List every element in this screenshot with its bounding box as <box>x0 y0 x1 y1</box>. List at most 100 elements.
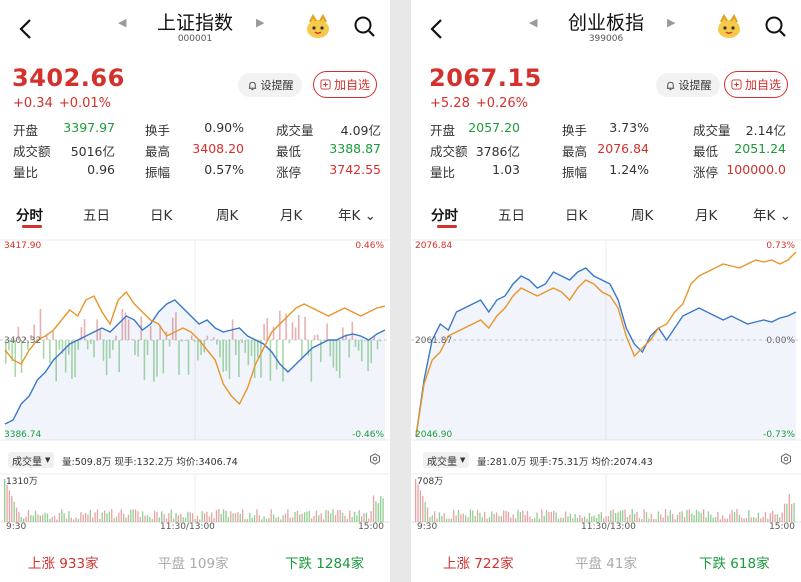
breadth-bar-down <box>354 340 357 347</box>
set-alert-button[interactable]: 设提醒 <box>238 73 302 97</box>
volume-bar <box>44 512 46 522</box>
volume-bar <box>132 509 134 522</box>
stat-value: 0.57% <box>204 162 244 177</box>
volume-bar <box>741 517 743 522</box>
change-percent: +0.01% <box>58 96 112 111</box>
next-index-arrow-icon[interactable]: ▶ <box>667 16 676 29</box>
breadth-bar-down <box>247 340 250 366</box>
breadth-bar-down <box>357 340 360 351</box>
volume-bar <box>265 518 268 522</box>
volume-bar <box>524 514 526 522</box>
volume-bar <box>460 514 462 522</box>
volume-bar <box>707 511 710 522</box>
tab-2[interactable]: 日K <box>565 208 588 224</box>
volume-bar <box>681 511 683 522</box>
stats-row: 开盘 2057.20 换手 3.73% 成交量 2.14亿 <box>430 118 786 139</box>
tab-2[interactable]: 日K <box>150 208 173 224</box>
search-icon[interactable] <box>763 14 789 40</box>
tab-3[interactable]: 周K <box>216 208 239 224</box>
breadth-bar-down <box>27 340 29 350</box>
search-icon[interactable] <box>352 14 378 40</box>
breadth-bar-down <box>301 340 303 359</box>
volume-indicator-select[interactable]: 成交量 ▼ <box>8 452 55 468</box>
stat-label: 成交量 <box>276 123 314 138</box>
volume-bar <box>103 510 106 522</box>
volume-bar <box>638 518 641 522</box>
set-alert-button[interactable]: 设提醒 <box>656 73 720 97</box>
tab-4[interactable]: 月K <box>695 208 718 224</box>
next-index-arrow-icon[interactable]: ▶ <box>256 16 265 29</box>
gear-icon[interactable] <box>780 453 792 465</box>
volume-bar <box>37 514 39 522</box>
volume-bar <box>419 490 422 522</box>
index-code: 000001 <box>177 34 213 44</box>
volume-bar <box>517 509 519 522</box>
volume-bar <box>712 517 714 522</box>
tab-0[interactable]: 分时 <box>16 208 43 224</box>
set-alert-label: 设提醒 <box>678 79 712 92</box>
tab-1[interactable]: 五日 <box>498 208 525 224</box>
axis-low-pct: -0.73% <box>763 430 795 440</box>
time-mid: 11:30/13:00 <box>160 522 215 532</box>
breadth-bar-up <box>326 323 328 340</box>
add-favorite-button[interactable]: 加自选 <box>724 71 788 98</box>
stat-value: 2.14亿 <box>745 123 786 138</box>
back-arrow-icon[interactable] <box>423 14 453 44</box>
chevron-down-icon: ▼ <box>460 456 466 464</box>
breadth-bar-down <box>74 340 76 378</box>
breadth-bar-up <box>99 329 102 340</box>
volume-bar <box>253 515 256 522</box>
breadth-bar-down <box>178 340 180 375</box>
stat-value: 3742.55 <box>329 162 381 177</box>
volume-bar <box>161 511 163 522</box>
add-favorite-button[interactable]: 加自选 <box>313 71 377 98</box>
breadth-bar-up <box>373 336 376 340</box>
tab-4[interactable]: 月K <box>280 208 303 224</box>
volume-bar <box>215 509 218 522</box>
volume-bar <box>507 511 510 522</box>
stat-value: 3.73% <box>609 120 649 135</box>
gear-icon[interactable] <box>369 453 381 465</box>
volume-bar <box>788 493 790 522</box>
back-arrow-icon[interactable] <box>12 14 42 44</box>
volume-indicator-label: 成交量 <box>12 456 42 468</box>
volume-bar <box>536 512 538 522</box>
volume-bar <box>786 503 788 522</box>
tab-3[interactable]: 周K <box>631 208 654 224</box>
volume-bar <box>591 516 593 522</box>
volume-bar <box>555 512 557 522</box>
breadth-bar-down <box>108 340 111 359</box>
volume-bar <box>222 509 225 522</box>
decliners-count: 618家 <box>730 556 770 572</box>
volume-bar <box>51 516 53 522</box>
mascot-icon[interactable] <box>714 12 744 42</box>
mascot-icon[interactable] <box>303 12 333 42</box>
intraday-chart[interactable]: 3417.90 0.46% 3402.32 3386.74 -0.46% <box>0 235 390 445</box>
volume-bar <box>187 511 189 522</box>
volume-chart: 1310万 <box>0 473 390 523</box>
volume-bar <box>106 513 108 522</box>
breadth-bar-down <box>320 340 322 363</box>
breadth-bar-down <box>93 340 95 358</box>
volume-bar <box>683 517 686 522</box>
volume-bar <box>653 519 655 522</box>
volume-bar <box>600 512 602 522</box>
volume-bar <box>583 516 586 522</box>
prev-index-arrow-icon[interactable]: ◀ <box>529 16 538 29</box>
breadth-bar-down <box>118 340 120 373</box>
prev-index-arrow-icon[interactable]: ◀ <box>118 16 127 29</box>
tab-5[interactable]: 年K ⌄ <box>753 208 791 224</box>
stat-label: 换手 <box>145 123 171 138</box>
volume-indicator-select[interactable]: 成交量 ▼ <box>423 452 470 468</box>
volume-bar <box>84 512 87 522</box>
intraday-chart[interactable]: 2076.84 0.73% 2061.87 0.00% 2046.90 -0.73% <box>411 235 801 445</box>
volume-bar <box>87 514 89 522</box>
tab-1[interactable]: 五日 <box>83 208 110 224</box>
breadth-bar-down <box>288 340 291 344</box>
breadth-bar-down <box>222 340 224 372</box>
tab-0[interactable]: 分时 <box>431 208 458 224</box>
tab-5[interactable]: 年K ⌄ <box>338 208 376 224</box>
volume-bar <box>377 503 379 522</box>
add-favorite-label: 加自选 <box>333 78 370 92</box>
volume-bar <box>669 510 671 522</box>
